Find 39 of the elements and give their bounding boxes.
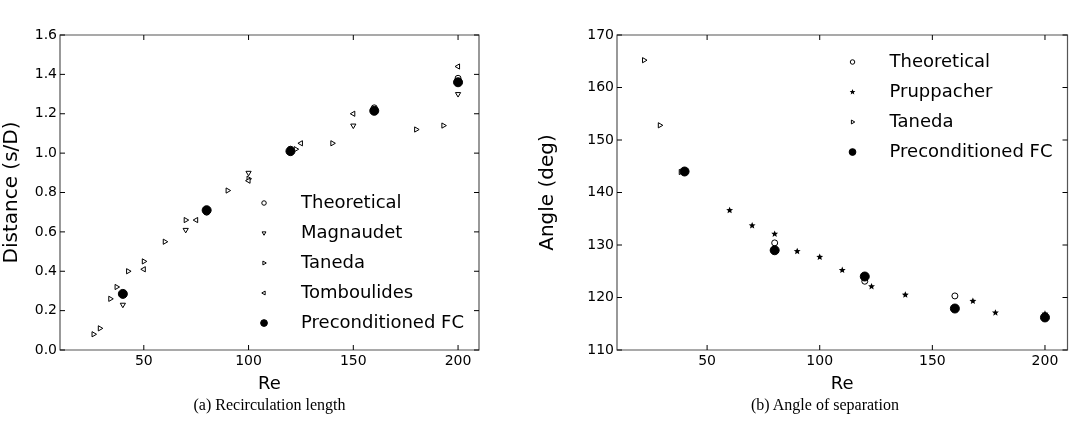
legend-label: Preconditioned FC	[889, 139, 1053, 161]
y-tick-label: 150	[587, 130, 614, 147]
x-tick-label: 50	[698, 352, 717, 369]
y-tick-label: 0.4	[34, 261, 58, 278]
text: (b) Angle of separation	[750, 396, 900, 414]
y-tick-label: 130	[587, 235, 614, 252]
x-axis-title: Re	[258, 371, 281, 393]
y-tick-label: 170	[587, 25, 614, 42]
x-tick-label: 100	[806, 352, 834, 369]
legend-label: Taneda	[300, 250, 365, 272]
legend-label: Theoretical	[300, 190, 402, 212]
y-axis-title: Distance (s/D)	[0, 121, 23, 264]
y-tick-label: 1.4	[34, 65, 58, 82]
x-tick-label: 200	[1031, 352, 1059, 369]
y-tick-label: 140	[587, 183, 614, 200]
y-tick-label: 0.6	[34, 222, 58, 239]
y-tick-label: 0.0	[34, 340, 57, 357]
y-tick-label: 110	[587, 340, 614, 357]
x-tick-label: 200	[444, 352, 472, 369]
legend-label: Theoretical	[888, 49, 991, 71]
y-tick-label: 120	[587, 288, 614, 305]
x-tick-label: 150	[339, 352, 367, 369]
y-tick-label: 0.2	[34, 301, 57, 318]
legend-label: Taneda	[888, 109, 954, 131]
y-axis-title: Angle (deg)	[534, 134, 559, 251]
y-tick-label: 0.8	[34, 183, 57, 200]
x-tick-label: 50	[134, 352, 153, 369]
text: (a) Recirculation length	[192, 396, 347, 414]
x-axis-title: Re	[830, 371, 854, 393]
x-tick-label: 150	[918, 352, 946, 369]
y-tick-label: 1.2	[34, 104, 57, 121]
x-tick-label: 100	[235, 352, 262, 369]
legend-label: Tomboulides	[300, 280, 414, 302]
y-tick-label: 1.6	[34, 25, 58, 42]
legend-label: Magnaudet	[301, 220, 403, 242]
y-tick-label: 160	[587, 78, 614, 95]
y-tick-label: 1.0	[34, 143, 57, 160]
legend-label: Preconditioned FC	[301, 310, 464, 332]
legend-label: Pruppacher	[889, 79, 994, 101]
